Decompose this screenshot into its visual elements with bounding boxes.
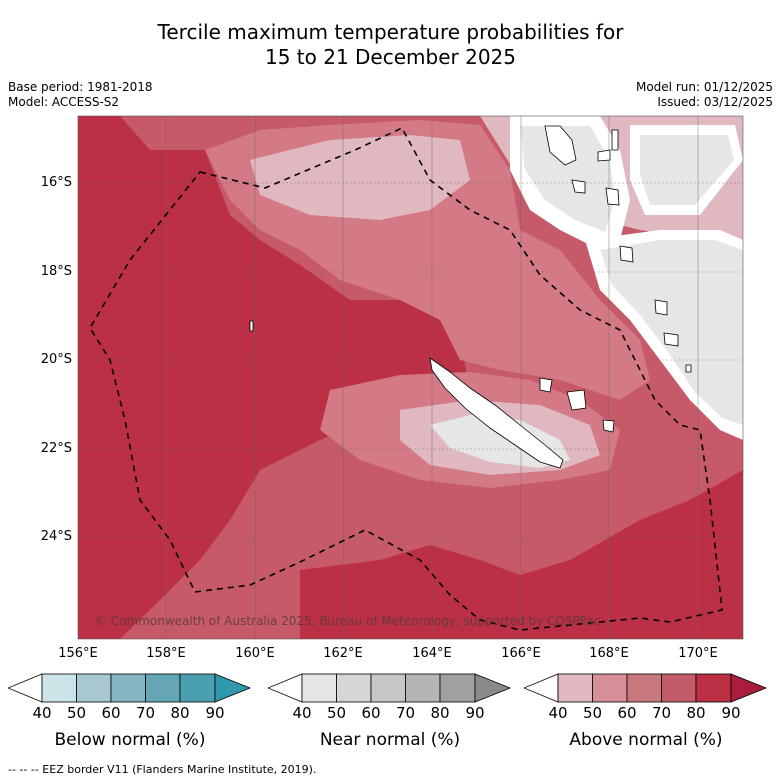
legend-below-tick: 50 <box>66 704 87 722</box>
legend-below-tick: 70 <box>135 704 156 722</box>
legend-near-tick: 70 <box>395 704 416 722</box>
legend-near-tick: 50 <box>326 704 347 722</box>
lat-label-20s: 20°S <box>40 352 72 367</box>
colorbar-below-seg-5 <box>179 673 216 703</box>
vanuatu-island-4 <box>663 332 679 347</box>
model-name: Model: ACCESS-S2 <box>8 95 120 109</box>
chart-title: Tercile maximum temperature probabilitie… <box>0 20 781 70</box>
lat-label-18s: 18°S <box>40 264 72 279</box>
region-near-southeast-inner <box>600 240 743 425</box>
legend-below-tick: 90 <box>205 704 225 722</box>
loyalty-island-3 <box>602 419 615 433</box>
lat-label-16s: 16°S <box>40 175 72 190</box>
base-period: Base period: 1981-2018 <box>8 80 153 94</box>
legend-above-tick: 70 <box>651 704 672 722</box>
colorbar-above <box>524 673 768 703</box>
legend-above-tick: 40 <box>548 704 568 722</box>
title-line-1: Tercile maximum temperature probabilitie… <box>157 20 624 44</box>
efate <box>619 245 634 263</box>
lon-label-162e: 162°E <box>323 646 363 661</box>
region-above-80-south <box>300 470 743 639</box>
lon-label-156e: 156°E <box>58 646 98 661</box>
colorbar-below-seg-4 <box>145 673 181 703</box>
meta-left: Base period: 1981-2018 Model: ACCESS-S2 <box>8 80 153 110</box>
region-above-80-west <box>78 116 470 639</box>
eez-footnote: -- -- -- EEZ border V11 (Flanders Marine… <box>8 763 317 776</box>
loyalty-island-1 <box>539 377 553 393</box>
legend-below-normal: 40 50 60 70 80 90 Below normal (%) <box>8 670 252 750</box>
colorbar-below-high-cap <box>214 673 252 703</box>
loyalty-island-2 <box>566 389 587 411</box>
legend-above-normal: 40 50 60 70 80 90 Above normal (%) <box>524 670 768 750</box>
colorbar-near-seg-2 <box>336 673 372 703</box>
land-masses <box>249 125 692 469</box>
colorbar-near-seg-4 <box>405 673 441 703</box>
issued-date: Issued: 03/12/2025 <box>657 95 773 109</box>
colorbar-above-seg-1 <box>557 673 593 703</box>
colorbar-above-seg-3 <box>626 673 662 703</box>
colorbar-near-high-cap <box>474 673 512 703</box>
vanuatu-island-1 <box>571 179 586 194</box>
vanuatu-island-6 <box>611 129 619 151</box>
colorbar-near-seg-1 <box>301 673 337 703</box>
colorbar-below <box>8 673 252 703</box>
colorbar-near-seg-5 <box>439 673 476 703</box>
colorbar-above-seg-2 <box>592 673 628 703</box>
model-run: Model run: 01/12/2025 <box>635 80 773 94</box>
islet-1 <box>249 320 254 332</box>
graticule <box>78 116 743 639</box>
region-near-north-inner <box>520 126 615 232</box>
colorbar-above-seg-5 <box>695 673 732 703</box>
meta-right: Model run: 01/12/2025 Issued: 03/12/2025 <box>636 80 773 110</box>
islet-2 <box>685 364 692 373</box>
lon-label-164e: 164°E <box>412 646 452 661</box>
espiritu-santo <box>544 125 577 166</box>
legend-above-tick: 50 <box>582 704 603 722</box>
lat-label-24s: 24°S <box>40 529 72 544</box>
colorbar-above-low-cap <box>524 673 559 703</box>
lon-label-166e: 166°E <box>501 646 541 661</box>
copyright-notice: © Commonwealth of Australia 2025, Bureau… <box>95 614 601 628</box>
colorbar-near-low-cap <box>268 673 303 703</box>
vanuatu-island-5 <box>597 149 611 162</box>
map-frame <box>77 115 744 640</box>
legend-near-title: Near normal (%) <box>319 730 461 750</box>
legend-near-normal: 40 50 60 70 80 90 Near normal (%) <box>268 670 512 750</box>
new-caledonia <box>429 357 564 469</box>
colorbar-above-seg-4 <box>661 673 697 703</box>
title-line-2: 15 to 21 December 2025 <box>264 45 516 69</box>
legend-below-title: Below normal (%) <box>54 730 206 750</box>
colorbar-below-seg-2 <box>76 673 112 703</box>
vanuatu-island-3 <box>654 299 668 316</box>
legend-near-tick: 80 <box>430 704 450 722</box>
colorbar-near-seg-3 <box>370 673 406 703</box>
legend-above-title: Above normal (%) <box>569 730 723 750</box>
vanuatu-island-2 <box>605 187 620 206</box>
legend-near-tick: 40 <box>292 704 312 722</box>
colorbar-below-low-cap <box>8 673 43 703</box>
region-above-50-north <box>250 135 470 220</box>
legend-below-tick: 40 <box>32 704 52 722</box>
legend-near-tick: 60 <box>361 704 381 722</box>
lat-label-22s: 22°S <box>40 441 72 456</box>
colorbar-below-seg-1 <box>41 673 77 703</box>
lon-label-160e: 160°E <box>235 646 275 661</box>
region-near-east-inner <box>640 135 734 205</box>
legend-above-tick: 60 <box>617 704 637 722</box>
legend-near-tick: 90 <box>465 704 485 722</box>
lon-label-168e: 168°E <box>589 646 629 661</box>
colorbar-above-high-cap <box>730 673 768 703</box>
legend-below-tick: 60 <box>101 704 121 722</box>
legend-above-tick: 90 <box>721 704 741 722</box>
legend-above-tick: 80 <box>686 704 706 722</box>
colorbar-near <box>268 673 512 703</box>
lon-label-170e: 170°E <box>678 646 718 661</box>
colorbar-below-seg-3 <box>110 673 146 703</box>
lon-label-158e: 158°E <box>146 646 186 661</box>
legend-below-tick: 80 <box>170 704 190 722</box>
